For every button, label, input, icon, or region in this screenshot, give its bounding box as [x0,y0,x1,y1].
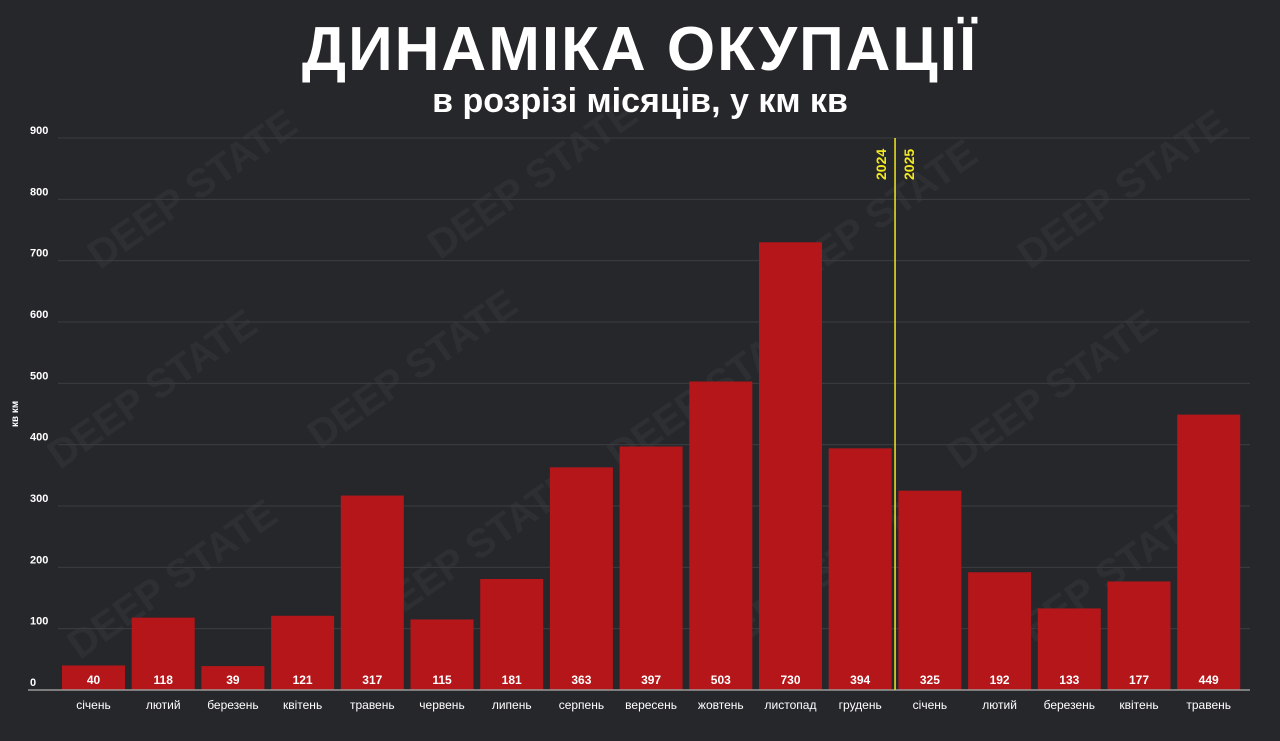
bar-value-label: 325 [920,673,940,687]
x-tick-label: липень [492,698,532,712]
x-tick-label: березень [207,698,258,712]
bar-value-label: 394 [850,673,870,687]
bar [410,619,474,690]
bar-value-label: 121 [293,673,313,687]
x-tick-label: лютий [982,698,1017,712]
bar [689,381,753,690]
x-tick-label: лютий [146,698,181,712]
watermark-logo: DEEP STATE [940,301,1166,477]
x-tick-label: березень [1044,698,1095,712]
x-tick-label: січень [76,698,110,712]
bar-value-label: 449 [1199,673,1219,687]
bar [1107,581,1171,690]
x-tick-label: грудень [839,698,882,712]
x-tick-label: жовтень [698,698,744,712]
bar-value-label: 192 [990,673,1010,687]
bar-value-label: 503 [711,673,731,687]
x-tick-label: вересень [625,698,677,712]
watermark-logo: DEEP STATE [40,301,266,477]
bar [1177,414,1241,690]
bar [898,490,962,690]
y-tick-label: 700 [30,248,48,260]
x-tick-label: травень [1186,698,1231,712]
chart-subtitle: в розрізі місяців, у км кв [432,82,848,120]
y-tick-label: 200 [30,554,48,566]
bar [828,448,892,690]
bar [201,666,265,690]
y-tick-label: 800 [30,186,48,198]
y-tick-label: 900 [30,125,48,137]
bar-value-label: 363 [571,673,591,687]
x-tick-label: січень [913,698,947,712]
y-tick-label: 400 [30,432,48,444]
chart-title: ДИНАМІКА ОКУПАЦІЇ [301,15,979,84]
y-tick-label: 600 [30,309,48,321]
bar-value-label: 39 [226,673,240,687]
y-axis-label: кв км [10,401,21,427]
year-label-2025: 2025 [901,149,917,180]
bar-value-label: 181 [502,673,522,687]
y-tick-label: 0 [30,677,36,689]
bar-value-label: 317 [362,673,382,687]
x-tick-label: серпень [559,698,604,712]
bar [549,467,613,690]
bar [271,615,335,690]
bar [759,242,822,690]
bar-value-label: 118 [154,673,174,687]
bar [62,665,125,690]
bar-value-label: 177 [1129,673,1149,687]
watermark-logo: DEEP STATE [80,101,306,277]
bar-value-label: 40 [87,673,101,687]
bar [131,617,195,690]
y-tick-label: 100 [30,616,48,628]
x-tick-label: червень [419,698,464,712]
bar [480,578,544,690]
bar-value-label: 115 [432,673,452,687]
watermark-logo: DEEP STATE [300,281,526,457]
x-tick-label: травень [350,698,395,712]
bar-value-label: 133 [1059,673,1079,687]
bar [619,446,683,690]
x-tick-label: квітень [1119,698,1158,712]
bar [968,572,1032,690]
year-label-2024: 2024 [873,149,889,180]
x-tick-label: квітень [283,698,322,712]
bar [340,495,404,690]
bar-value-label: 730 [780,673,800,687]
bar [1037,608,1101,690]
y-tick-label: 500 [30,370,48,382]
x-tick-label: листопад [765,698,817,712]
watermark-logo: DEEP STATE [1010,101,1236,277]
bar-value-label: 397 [641,673,661,687]
y-tick-label: 300 [30,493,48,505]
watermark-logo: DEEP STATE [420,91,646,267]
